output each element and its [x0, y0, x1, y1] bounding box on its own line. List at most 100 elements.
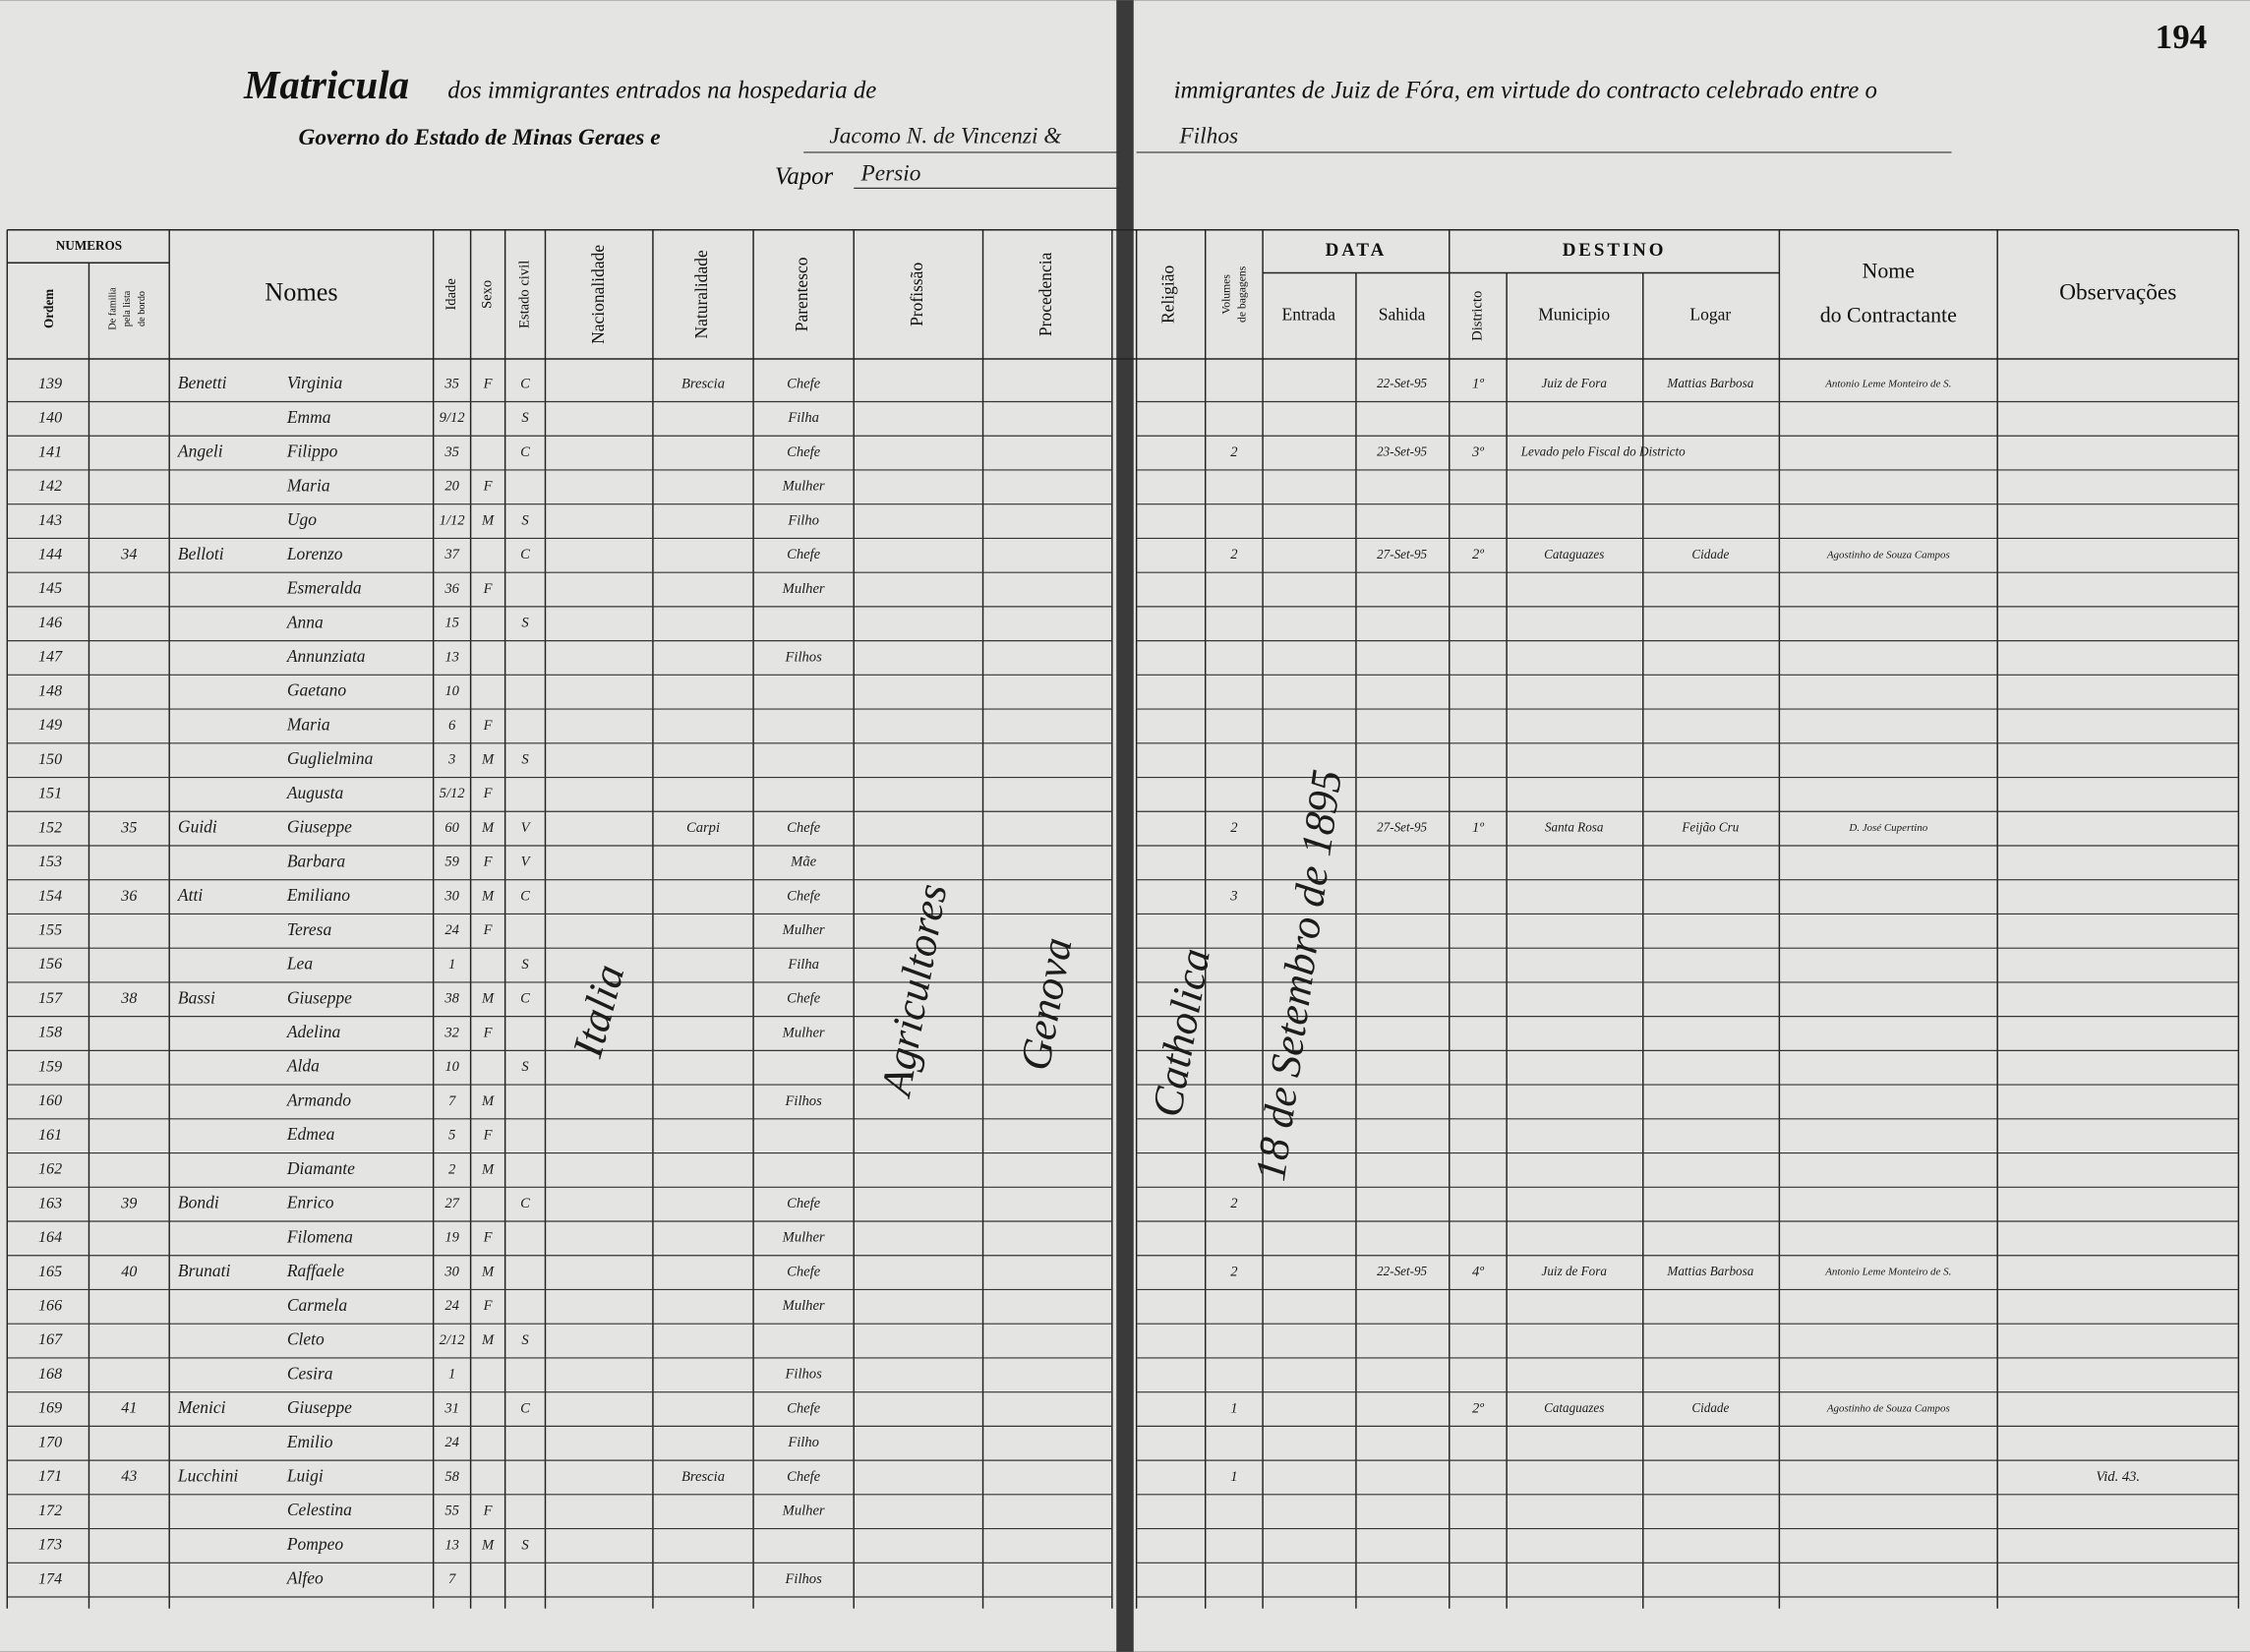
- header-observacoes: Observações: [2059, 280, 2176, 306]
- header-data: DATA: [1326, 240, 1388, 261]
- cell-ordem: 139: [38, 376, 62, 392]
- cell-parentesco: Chefe: [787, 547, 821, 562]
- cell-sexo: M: [481, 820, 495, 836]
- cell-sexo: M: [481, 1161, 495, 1177]
- column-lines: [6, 229, 2240, 1609]
- cell-ordem: 173: [38, 1537, 62, 1554]
- cell-ordem: 160: [38, 1092, 62, 1109]
- cell-ordem: 149: [38, 717, 62, 734]
- cell-nome: Carmela: [287, 1295, 348, 1315]
- cell-estado: S: [521, 752, 529, 768]
- cell-ordem: 159: [38, 1058, 62, 1075]
- title-left: dos immigrantes entrados na hospedaria d…: [447, 77, 876, 103]
- cell-sexo: F: [483, 1298, 494, 1314]
- cell-estado: C: [520, 991, 530, 1007]
- gutter: [1116, 0, 1134, 1652]
- cell-ordem: 152: [38, 819, 62, 836]
- cell-ordem: 144: [38, 546, 62, 562]
- cell-sahida: 22-Set-95: [1377, 1264, 1427, 1278]
- cell-familia: 36: [120, 888, 137, 905]
- header-parentesco: Parentesco: [792, 257, 811, 331]
- cell-idade: 58: [444, 1469, 459, 1485]
- cell-nome: Giuseppe: [287, 817, 352, 837]
- cell-nome: Annunziata: [286, 646, 366, 666]
- cell-nome: Edmea: [286, 1124, 335, 1144]
- cell-estado: C: [520, 444, 530, 460]
- cell-sexo: F: [483, 376, 494, 391]
- cell-logar: Mattias Barbosa: [1666, 376, 1753, 390]
- cell-ordem: 148: [38, 682, 62, 699]
- cell-idade: 13: [444, 1537, 459, 1553]
- cell-nome: Enrico: [286, 1193, 334, 1212]
- cell-naturalidade: Brescia: [681, 376, 725, 391]
- contractor-cont: Filhos: [1178, 124, 1238, 149]
- cell-parentesco: Chefe: [787, 444, 821, 460]
- cell-volumes: 2: [1230, 1196, 1237, 1211]
- cell-idade: 2: [448, 1161, 455, 1177]
- cell-ordem: 157: [38, 990, 63, 1007]
- cell-ordem: 167: [38, 1331, 63, 1348]
- cell-idade: 32: [444, 1025, 459, 1040]
- cell-sobrenome: Bassi: [178, 987, 215, 1007]
- cell-nome: Raffaele: [286, 1261, 345, 1280]
- cell-ordem: 164: [38, 1229, 62, 1246]
- cell-idade: 13: [444, 649, 459, 665]
- cell-contractante: D. José Cupertino: [1848, 822, 1927, 834]
- cell-parentesco: Mulher: [782, 1504, 825, 1519]
- cell-sexo: F: [483, 1025, 494, 1040]
- cell-nome: Gaetano: [287, 680, 347, 700]
- row-lines: [7, 400, 2239, 1598]
- cell-familia: 43: [121, 1468, 137, 1485]
- header-naturalidade: Naturalidade: [691, 250, 711, 339]
- cell-estado: C: [520, 888, 530, 904]
- header-volumes: Volumes: [1219, 274, 1232, 315]
- header-sahida: Sahida: [1379, 304, 1426, 324]
- cell-municipio: Juiz de Fora: [1542, 376, 1608, 390]
- cell-nome: Adelina: [286, 1022, 341, 1041]
- cell-ordem: 150: [38, 751, 62, 768]
- cell-municipio: Juiz de Fora: [1542, 1264, 1608, 1278]
- cell-parentesco: Filha: [787, 410, 819, 426]
- cell-volumes: 2: [1230, 820, 1237, 836]
- cell-volumes: 1: [1230, 1469, 1237, 1485]
- cell-parentesco: Mulher: [782, 922, 825, 938]
- cell-idade: 37: [444, 547, 459, 562]
- cell-ordem: 174: [38, 1570, 62, 1587]
- cell-volumes: 3: [1229, 888, 1237, 904]
- cell-estado: S: [521, 957, 529, 973]
- cell-nome: Armando: [286, 1090, 351, 1109]
- cell-municipio: Santa Rosa: [1545, 820, 1604, 835]
- cell-estado: S: [521, 616, 529, 631]
- cell-parentesco: Mulher: [782, 581, 825, 597]
- cell-logar: Cidade: [1691, 1400, 1729, 1415]
- cell-ordem: 161: [38, 1127, 62, 1144]
- cell-nome: Cesira: [287, 1363, 333, 1383]
- cell-nome: Lorenzo: [286, 544, 343, 563]
- cell-volumes: 2: [1230, 1264, 1237, 1279]
- cell-sexo: M: [481, 888, 495, 904]
- cell-parentesco: Filhos: [785, 649, 823, 665]
- cell-estado: V: [521, 820, 532, 836]
- cell-sahida: 22-Set-95: [1377, 376, 1427, 390]
- cell-estado: V: [521, 855, 532, 870]
- cell-familia: 34: [120, 546, 137, 562]
- cell-estado: C: [520, 547, 530, 562]
- cell-idade: 1/12: [440, 512, 465, 528]
- cell-ordem: 171: [38, 1468, 62, 1485]
- header-procedencia: Procedencia: [1036, 252, 1055, 336]
- cell-estado: S: [521, 410, 529, 426]
- contractor: Jacomo N. de Vincenzi &: [829, 124, 1062, 149]
- cell-ordem: 169: [38, 1400, 62, 1417]
- cell-nome: Filippo: [286, 442, 338, 461]
- cell-parentesco: Filhos: [785, 1571, 823, 1587]
- cell-districto: 2º: [1472, 1400, 1484, 1416]
- cell-parentesco: Mulher: [782, 1230, 825, 1246]
- cell-ordem: 165: [38, 1264, 62, 1280]
- cell-nome: Ugo: [287, 509, 317, 529]
- cell-idade: 15: [444, 616, 459, 631]
- cell-sexo: F: [483, 1128, 494, 1144]
- cell-idade: 2/12: [440, 1332, 465, 1348]
- cell-sexo: F: [483, 718, 494, 734]
- cell-sobrenome: Brunati: [178, 1261, 231, 1280]
